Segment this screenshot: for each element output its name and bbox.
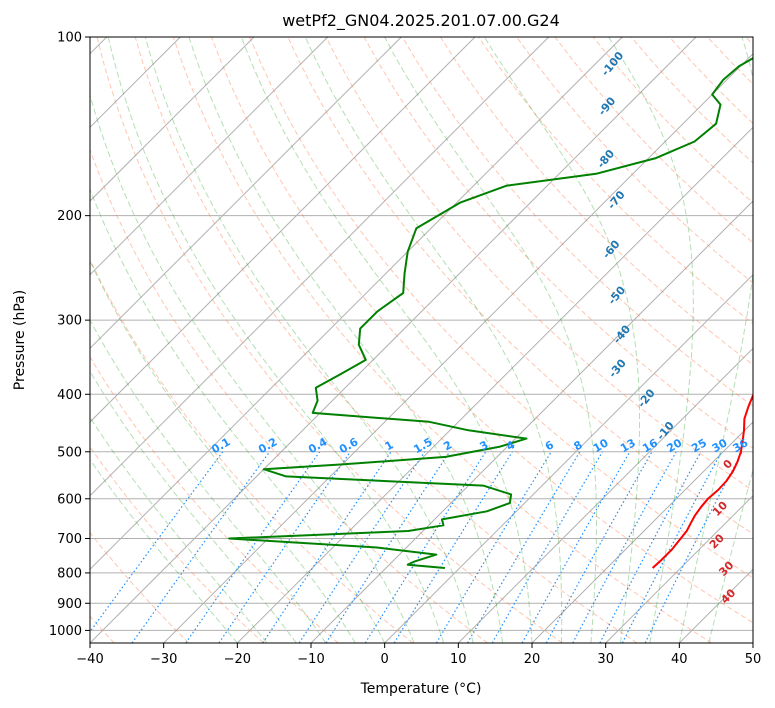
mixing-ratio-line [435,451,552,643]
mixing-ratio-line [185,451,321,643]
y-tick-label: 800 [57,566,82,581]
y-tick-label: 600 [57,492,82,507]
moist-adiabat-line [144,37,474,643]
mixing-ratio-line [572,451,677,643]
moist-adiabat-line [188,37,503,643]
dry-adiabat-line [90,355,339,643]
isotherm-gridline [90,37,623,571]
dry-adiabat-line [96,37,563,643]
x-tick-label: −30 [150,652,177,667]
moist-adiabat-line [608,37,694,643]
moist-adiabat-line [384,37,597,643]
moist-adiabat-line [107,37,445,643]
mixing-ratio-line [298,451,426,643]
moist-adiabat-line [483,37,640,643]
x-tick-label: −40 [76,652,103,667]
mixing-ratio-line [644,451,743,643]
isotherm-gridline [384,273,753,643]
x-tick-label: −10 [297,652,324,667]
x-tick-label: 50 [745,652,762,667]
x-axis: −40 −30 −20 −10 0 10 20 30 40 50 [76,643,761,667]
y-tick-label: 300 [57,314,82,329]
dry-adiabat-line [211,37,753,624]
profiles [228,57,753,569]
y-tick-label: 500 [57,445,82,460]
mixing-ratio-lines [90,451,743,643]
isotherm-gridline [90,37,402,350]
dry-adiabat-line [90,148,488,643]
y-axis-title: Pressure (hPa) [12,290,28,390]
isotherm-gridline [236,126,753,643]
mixing-ratio-line [521,451,631,643]
dry-adiabat-line [90,445,264,643]
moist-adiabat-line [678,37,753,643]
dry-adiabats [90,37,753,643]
x-tick-label: 40 [671,652,688,667]
y-tick-label: 200 [57,209,82,224]
dewpoint-profile [228,57,753,569]
dry-adiabat-line [90,258,414,643]
isotherm-gridline [752,642,753,643]
plot-background [90,37,753,643]
isotherm-gridline [90,37,550,497]
x-tick-label: −20 [224,652,251,667]
isotherm-gridline [90,37,697,643]
dry-adiabat-line [439,37,753,366]
moist-adiabat-line [240,37,533,643]
moist-adiabat-line [304,37,563,643]
moist-adiabat-line [90,370,297,643]
mixing-ratio-line [325,451,451,643]
dry-adiabat-line [516,37,753,284]
grid [90,37,753,643]
plot-frame [89,36,754,644]
y-tick-label: 1000 [49,624,82,639]
dry-adiabat-line [401,37,753,407]
mixing-ratio-line [599,451,702,643]
temperature-profile [651,393,753,569]
moist-adiabat-line [90,259,356,643]
x-tick-label: 20 [524,652,541,667]
chart-title: wetPf2_GN04.2025.201.07.00.G24 [282,11,560,31]
y-tick-label: 400 [57,388,82,403]
isotherm-gridline [531,421,753,643]
x-tick-label: 10 [450,652,467,667]
mixing-ratio-line [262,451,392,643]
isotherm-gridline [90,37,476,423]
y-tick-label: 700 [57,532,82,547]
mixing-ratio-line [545,451,653,643]
moist-adiabat-line [90,188,386,643]
y-tick-label: 100 [57,31,82,46]
isotherm-gridline [163,52,753,643]
mixing-ratio-line [131,451,271,643]
y-tick-label: 900 [57,597,82,612]
x-tick-label: 30 [597,652,614,667]
isotherm-gridline [605,494,753,643]
moist-adiabat-line [90,92,415,643]
isotherm-gridline [90,37,329,276]
dry-adiabat-line [325,37,753,492]
dry-adiabat-line [134,37,638,643]
isotherm-gridline [457,347,753,643]
moist-adiabat-line [90,458,238,643]
x-tick-label: 0 [381,652,389,667]
isotherm-gridline [310,200,753,643]
moist-adiabats [90,37,753,643]
dry-adiabat-line [90,531,190,643]
isotherm-gridline [90,37,255,202]
y-axis: 100 200 300 400 500 600 700 800 900 1000 [49,31,90,639]
moist-adiabat-line [90,416,268,643]
mixing-ratio-line [218,451,351,643]
mixing-ratio-line [90,451,224,633]
dry-adiabat-line [172,37,712,643]
dry-adiabat-line [249,37,753,579]
x-axis-title: Temperature (°C) [360,681,482,697]
